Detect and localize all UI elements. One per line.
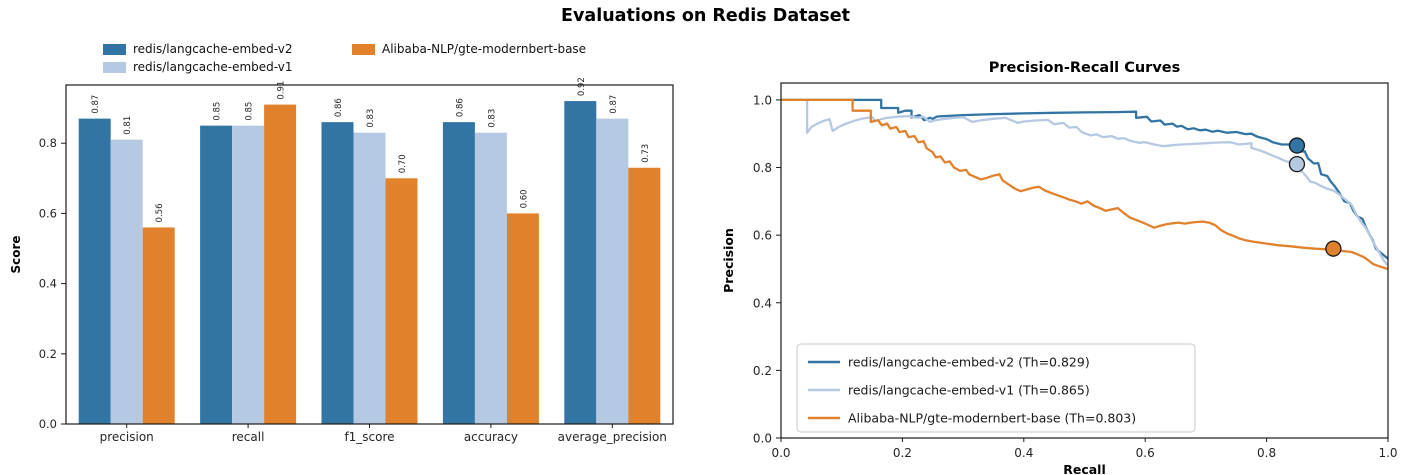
figure-title: Evaluations on Redis Dataset (561, 6, 850, 26)
x-tick-label: 0.0 (771, 446, 790, 460)
bar-value-label: 0.85 (213, 102, 223, 121)
operating-point-marker-s2 (1325, 240, 1342, 257)
pr-legend-label-s0: redis/langcache-embed-v2 (Th=0.829) (848, 355, 1090, 370)
pr-plot-frame (780, 82, 1389, 439)
pr-xlabel: Recall (1063, 462, 1106, 475)
pr-legend-label-s2: Alibaba-NLP/gte-modernbert-base (Th=0.80… (848, 411, 1136, 426)
bar-value-label: 0.56 (155, 204, 165, 223)
pr-ylabel: Precision (721, 228, 736, 293)
x-tick-label: recall (232, 430, 265, 444)
x-tick-label: 0.4 (1014, 446, 1033, 460)
bar-average_precision-s2 (628, 167, 661, 424)
legend-swatch-v1 (103, 61, 126, 73)
pr-legend-label-s1: redis/langcache-embed-v1 (Th=0.865) (848, 383, 1090, 398)
bar-value-label: 0.83 (366, 109, 376, 128)
pr-curve-s2 (781, 98, 1389, 271)
legend-label-gte: Alibaba-NLP/gte-modernbert-base (382, 42, 587, 56)
bar-accuracy-s1 (474, 132, 507, 425)
x-tick-label: 0.8 (1257, 446, 1276, 460)
bar-average_precision-s0 (564, 101, 597, 424)
bar-ylabel: Score (9, 235, 23, 273)
legend-label-v1: redis/langcache-embed-v1 (133, 60, 293, 74)
legend-swatch-gte (352, 43, 375, 55)
bar-f1_score-s0 (321, 122, 354, 424)
bar-value-label: 0.70 (398, 154, 408, 173)
bar-average_precision-s1 (596, 118, 629, 424)
bar-precision-s2 (142, 227, 175, 424)
bar-chart-svg: 0.0 0.2 0.4 0.6 0.8 Score precision 0.87 0.81 0.5… (9, 77, 674, 444)
bar-value-label: 0.60 (519, 189, 529, 208)
bar-value-label: 0.85 (245, 102, 255, 121)
x-tick-label: f1_score (344, 430, 394, 444)
y-tick-label: 0.4 (753, 296, 772, 310)
y-tick-label: 0.6 (753, 229, 772, 243)
legend-label-v2: redis/langcache-embed-v2 (133, 42, 293, 56)
x-tick-label: 0.6 (1136, 446, 1155, 460)
legend-swatch-v2 (103, 43, 126, 55)
bar-value-label: 0.81 (123, 116, 133, 135)
pr-curve-s1 (781, 98, 1389, 267)
bar-value-label: 0.86 (334, 98, 344, 117)
bar-recall-s2 (264, 104, 297, 424)
y-tick-label: 0.8 (753, 161, 772, 175)
bar-recall-s1 (232, 125, 265, 425)
x-tick-label: accuracy (464, 430, 518, 444)
x-tick-label: precision (100, 430, 154, 444)
y-tick-label: 0.2 (753, 364, 772, 378)
x-tick-label: average_precision (558, 430, 667, 444)
bar-precision-s0 (78, 118, 111, 424)
y-tick-label: 0.2 (39, 347, 57, 361)
operating-point-marker-s0 (1288, 137, 1306, 154)
bar-value-label: 0.92 (577, 77, 587, 96)
y-tick-label: 0.6 (39, 206, 57, 220)
bar-precision-s1 (110, 139, 143, 424)
y-tick-label: 0.8 (39, 136, 57, 150)
bar-value-label: 0.73 (641, 144, 651, 163)
bar-plot-frame (65, 84, 674, 425)
bar-accuracy-s2 (506, 213, 539, 424)
pr-curve-s0 (781, 98, 1389, 260)
figure-legend-item-gte: Alibaba-NLP/gte-modernbert-base (352, 42, 586, 56)
bar-value-label: 0.87 (609, 95, 619, 114)
pr-title: Precision-Recall Curves (989, 60, 1180, 76)
bar-f1_score-s1 (353, 132, 386, 425)
figure-legend-item-v2: redis/langcache-embed-v2 (103, 42, 293, 56)
bar-recall-s0 (200, 125, 233, 425)
pr-legend-box (796, 343, 1196, 433)
y-tick-label: 1.0 (753, 93, 772, 107)
x-tick-label: 0.2 (893, 446, 912, 460)
bar-value-label: 0.91 (277, 81, 287, 100)
y-tick-label: 0.0 (39, 417, 57, 431)
bar-value-label: 0.86 (455, 98, 465, 117)
bar-f1_score-s2 (385, 178, 418, 424)
y-tick-label: 0.0 (753, 432, 772, 446)
bar-value-label: 0.87 (91, 95, 101, 114)
operating-point-marker-s1 (1288, 155, 1306, 173)
x-tick-label: 1.0 (1378, 446, 1397, 460)
bar-value-label: 0.83 (487, 109, 497, 128)
y-tick-label: 0.4 (39, 277, 57, 291)
figure-legend-item-v1: redis/langcache-embed-v1 (103, 60, 293, 74)
bar-accuracy-s0 (442, 122, 475, 424)
